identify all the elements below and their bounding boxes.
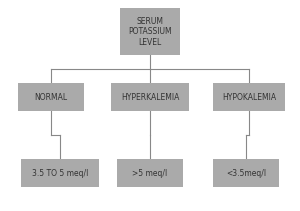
FancyBboxPatch shape — [213, 159, 279, 187]
Text: SERUM
POTASSIUM
LEVEL: SERUM POTASSIUM LEVEL — [128, 17, 172, 47]
Text: 3.5 TO 5 meq/l: 3.5 TO 5 meq/l — [32, 169, 88, 177]
FancyBboxPatch shape — [18, 83, 84, 111]
Text: HYPERKALEMIA: HYPERKALEMIA — [121, 93, 179, 101]
FancyBboxPatch shape — [111, 83, 189, 111]
Text: >5 meq/l: >5 meq/l — [132, 169, 168, 177]
Text: HYPOKALEMIA: HYPOKALEMIA — [222, 93, 276, 101]
FancyBboxPatch shape — [21, 159, 99, 187]
Text: NORMAL: NORMAL — [34, 93, 68, 101]
FancyBboxPatch shape — [213, 83, 285, 111]
FancyBboxPatch shape — [117, 159, 183, 187]
Text: <3.5meq/l: <3.5meq/l — [226, 169, 266, 177]
FancyBboxPatch shape — [120, 8, 180, 55]
